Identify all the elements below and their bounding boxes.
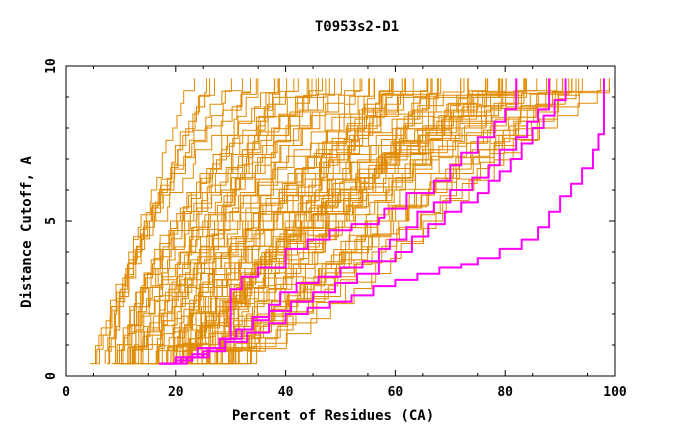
background-series-line xyxy=(176,78,439,365)
highlight-series-line xyxy=(159,78,605,365)
background-series-line xyxy=(195,78,547,365)
background-series-line xyxy=(169,78,462,365)
background-series-line xyxy=(204,78,526,365)
background-series-line xyxy=(166,78,407,365)
highlight-series-line xyxy=(159,78,567,365)
x-tick-label: 60 xyxy=(388,385,404,400)
background-series-line xyxy=(192,78,525,365)
x-tick-label: 20 xyxy=(168,385,184,400)
x-tick-label: 40 xyxy=(278,385,294,400)
background-series-line xyxy=(183,78,500,365)
background-series-group xyxy=(89,78,610,365)
y-tick-label: 0 xyxy=(44,372,59,380)
background-series-line xyxy=(161,78,406,364)
background-series-line xyxy=(122,78,319,365)
x-tick-label: 0 xyxy=(62,385,70,400)
x-axis-label: Percent of Residues (CA) xyxy=(232,408,434,424)
background-series-line xyxy=(121,78,313,365)
background-series-line xyxy=(152,78,392,365)
background-series-line xyxy=(134,78,308,364)
background-series-line xyxy=(125,78,330,365)
background-series-line xyxy=(212,78,564,365)
background-series-line xyxy=(155,78,363,364)
chart-title: T0953s2-D1 xyxy=(315,19,399,35)
background-series-line xyxy=(132,78,342,365)
y-tick-label: 10 xyxy=(44,58,59,74)
background-series-line xyxy=(122,78,275,365)
axis-ticks: 0 20 40 60 80 100 0 5 10 xyxy=(44,58,627,400)
background-series-line xyxy=(191,78,507,365)
background-series-line xyxy=(214,78,577,365)
background-series-line xyxy=(228,78,601,364)
x-tick-label: 80 xyxy=(497,385,513,400)
background-series-line xyxy=(108,78,195,365)
background-series-line xyxy=(106,78,215,365)
background-series-line xyxy=(115,78,243,364)
background-series-line xyxy=(202,78,503,365)
background-series-line xyxy=(222,78,580,365)
y-axis-label: Distance Cutoff, A xyxy=(19,156,35,308)
background-series-line xyxy=(108,78,257,365)
background-series-line xyxy=(207,78,538,365)
y-tick-label: 5 xyxy=(44,217,59,225)
background-series-line xyxy=(166,78,428,364)
x-tick-label: 100 xyxy=(603,385,627,400)
highlight-series-group xyxy=(159,78,605,365)
